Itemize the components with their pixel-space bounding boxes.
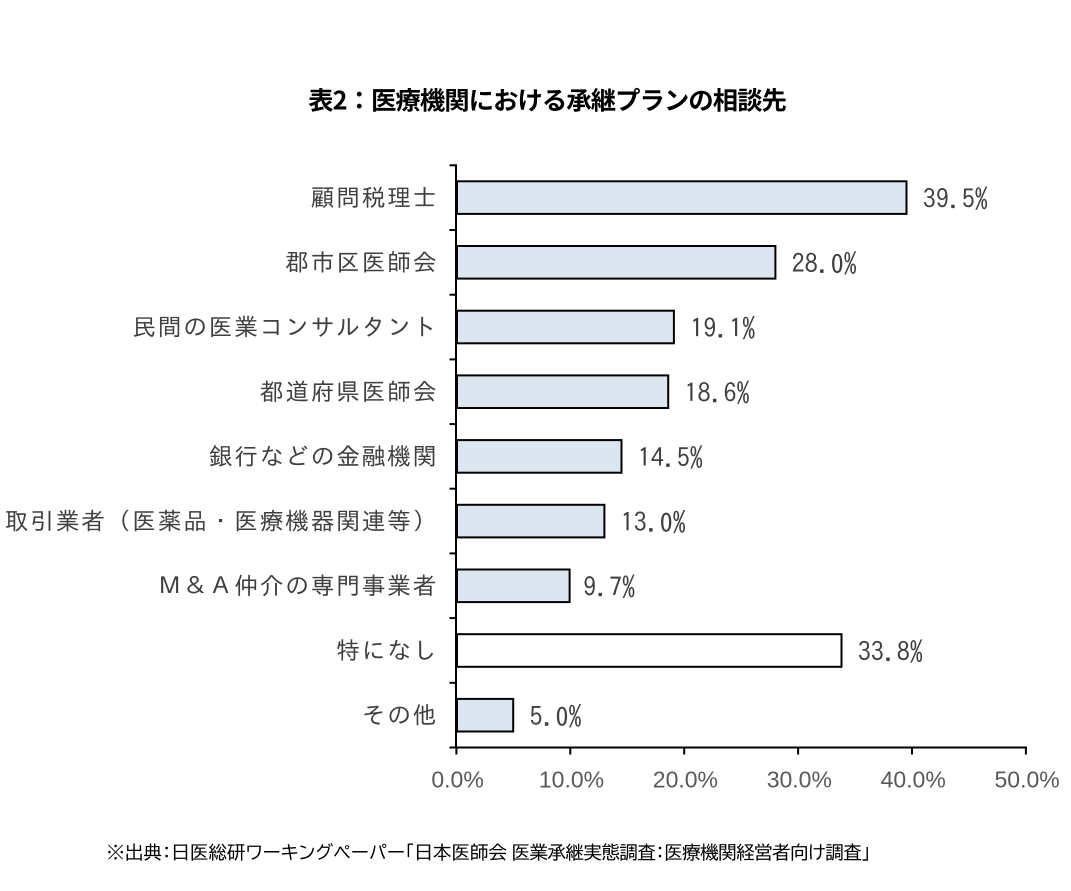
svg-text:10.0%: 10.0%	[539, 767, 604, 793]
svg-text:40.0%: 40.0%	[881, 767, 946, 793]
svg-text:30.0%: 30.0%	[767, 767, 832, 793]
svg-text:50.0%: 50.0%	[994, 767, 1059, 793]
svg-text:20.0%: 20.0%	[653, 767, 718, 793]
svg-text:0.0%: 0.0%	[431, 767, 483, 793]
